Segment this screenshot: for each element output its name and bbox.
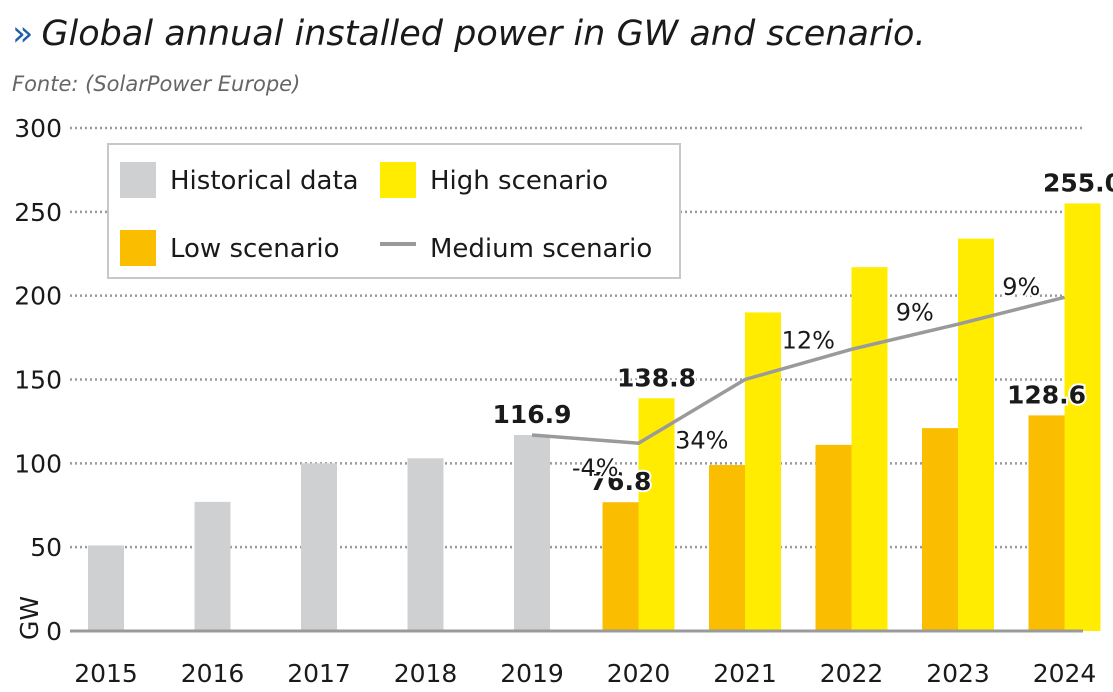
chart-source: Fonte: (SolarPower Europe) [12, 72, 301, 96]
y-tick-label: 250 [14, 198, 62, 227]
x-tick-label: 2022 [820, 659, 884, 688]
bar-historical [194, 501, 231, 631]
bar-low-scenario [602, 502, 639, 631]
y-tick-label: 0 [46, 617, 62, 646]
legend-medium-label: Medium scenario [430, 234, 652, 264]
bar-historical [88, 545, 124, 631]
bar-high-scenario [851, 267, 888, 631]
bar-high-scenario [638, 398, 675, 631]
bar-low-scenario [709, 465, 745, 631]
x-tick-label: 2019 [500, 659, 564, 688]
legend-historical-swatch [120, 162, 156, 198]
title-chevron-icon: » [12, 14, 34, 54]
bar-high-scenario [1064, 203, 1101, 631]
growth-label: 9% [1002, 273, 1040, 301]
y-tick-label: 100 [14, 449, 62, 478]
legend-high-label: High scenario [430, 166, 608, 196]
legend-historical-label: Historical data [170, 166, 359, 196]
growth-label: 9% [896, 299, 934, 327]
bar-historical [514, 434, 550, 631]
data-label: 76.8 [590, 467, 652, 496]
data-label: 255.0 [1043, 168, 1113, 197]
y-tick-label: 50 [30, 533, 62, 562]
legend-low-label: Low scenario [170, 234, 340, 264]
bar-low-scenario [1028, 415, 1065, 631]
legend-high-swatch [380, 162, 416, 198]
data-label: 128.6 [1007, 380, 1086, 409]
bar-high-scenario [958, 238, 994, 631]
growth-label: -4% [572, 454, 619, 482]
x-tick-label: 2015 [74, 659, 138, 688]
y-tick-label: 200 [14, 282, 62, 311]
y-tick-label: 150 [14, 366, 62, 395]
y-axis-title: GW [15, 596, 44, 640]
bar-historical [301, 463, 337, 631]
chart-title: » Global annual installed power in GW and… [12, 14, 926, 54]
y-tick-label: 300 [14, 114, 62, 143]
x-tick-label: 2016 [181, 659, 245, 688]
data-label: 138.8 [617, 363, 696, 392]
growth-label: 12% [782, 326, 835, 354]
growth-label: 34% [675, 426, 728, 454]
x-tick-label: 2024 [1033, 659, 1097, 688]
medium-scenario-line [531, 295, 1065, 446]
x-tick-label: 2023 [926, 659, 990, 688]
x-tick-label: 2021 [713, 659, 777, 688]
bar-historical [407, 458, 444, 631]
x-tick-label: 2017 [287, 659, 351, 688]
bar-high-scenario [745, 312, 781, 631]
legend-low-swatch [120, 230, 156, 266]
x-tick-label: 2018 [394, 659, 458, 688]
data-label: 116.9 [492, 400, 571, 429]
bar-low-scenario [922, 428, 958, 631]
chart-title-text: Global annual installed power in GW and … [41, 14, 926, 54]
x-tick-label: 2020 [607, 659, 671, 688]
legend: Historical data High scenario Low scenario… [107, 143, 681, 279]
bar-low-scenario [815, 444, 852, 631]
